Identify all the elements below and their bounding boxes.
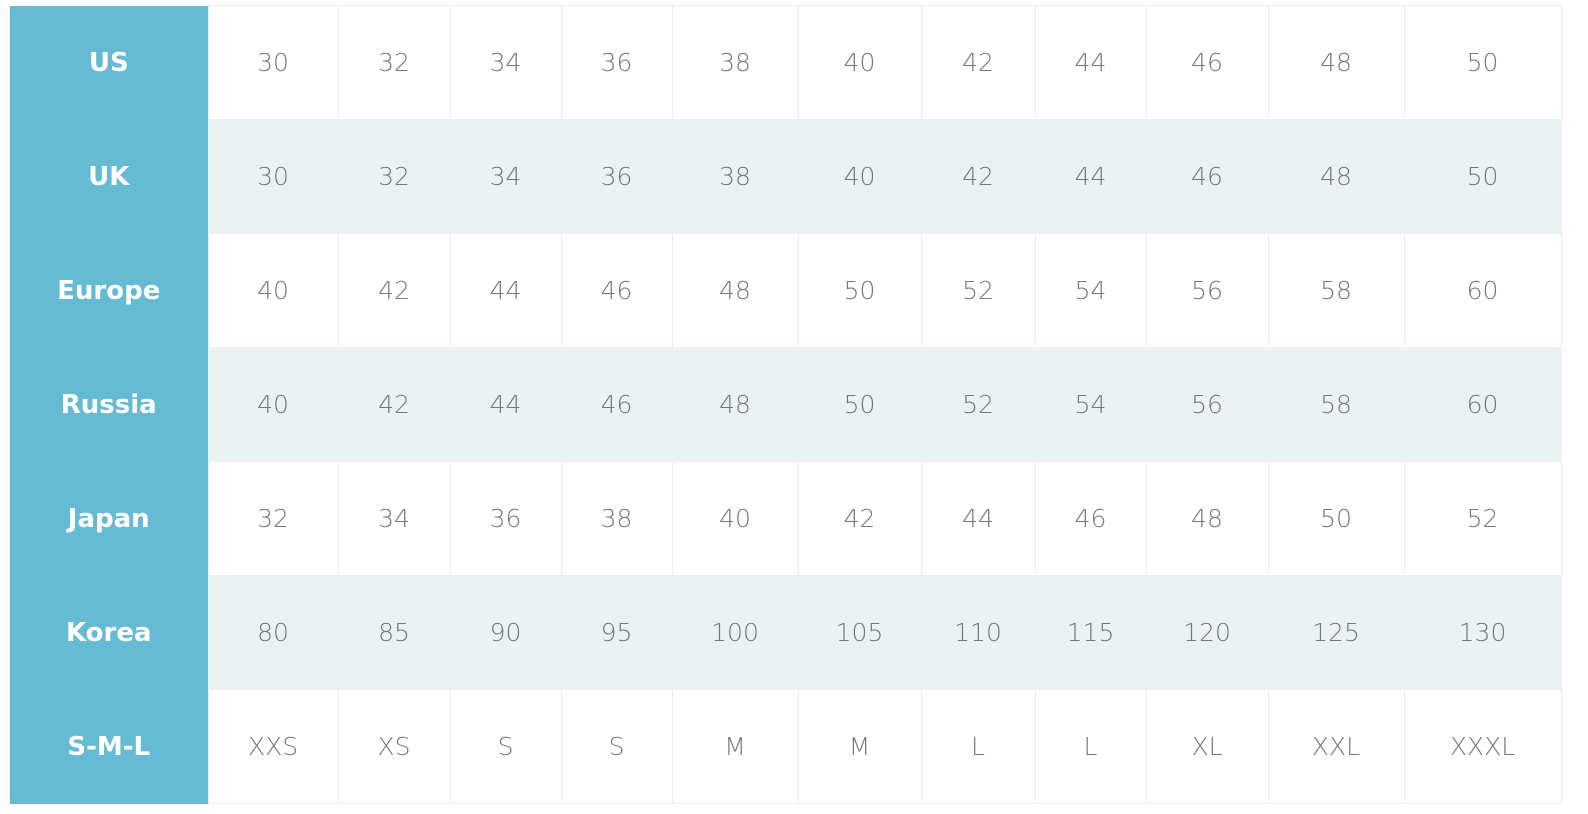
size-cell: 40 [207, 233, 339, 348]
size-cell: 32 [337, 119, 451, 234]
row-header: Korea [10, 575, 208, 690]
size-cell: 36 [560, 119, 673, 234]
size-cell: XS [337, 689, 451, 804]
row-header: US [10, 5, 208, 120]
row-header: S-M-L [10, 689, 208, 804]
size-cell: XL [1145, 689, 1269, 804]
size-cell: XXXL [1403, 689, 1562, 804]
size-cell: 115 [1034, 575, 1147, 690]
size-cell: 40 [797, 5, 922, 120]
size-row-uk: UK 30 32 34 36 38 40 42 44 46 48 50 [10, 119, 1562, 234]
size-cell: 44 [1034, 5, 1147, 120]
size-cell: 36 [449, 461, 562, 576]
size-cell: 48 [1267, 119, 1405, 234]
size-chart-table: US 30 32 34 36 38 40 42 44 46 48 50 UK 30 32 34 36 38 40 42… [10, 5, 1562, 804]
size-cell: 42 [920, 5, 1036, 120]
size-cell: 42 [797, 461, 922, 576]
size-cell: 58 [1267, 233, 1405, 348]
size-cell: 130 [1403, 575, 1562, 690]
size-cell: 50 [1403, 5, 1562, 120]
size-cell: 44 [920, 461, 1036, 576]
size-row-japan: Japan 32 34 36 38 40 42 44 46 48 50 52 [10, 461, 1562, 576]
size-cell: 90 [449, 575, 562, 690]
size-cell: 56 [1145, 233, 1269, 348]
size-cell: 54 [1034, 347, 1147, 462]
size-cell: 50 [797, 233, 922, 348]
size-cell: 40 [671, 461, 799, 576]
size-cell: 48 [1267, 5, 1405, 120]
size-cell: 52 [920, 347, 1036, 462]
size-cell: 46 [1145, 119, 1269, 234]
size-cell: 42 [337, 347, 451, 462]
size-cell: 38 [671, 119, 799, 234]
size-cell: 46 [560, 347, 673, 462]
size-cell: 42 [337, 233, 451, 348]
size-cell: XXL [1267, 689, 1405, 804]
size-cell: 52 [920, 233, 1036, 348]
size-cell: 50 [797, 347, 922, 462]
size-row-us: US 30 32 34 36 38 40 42 44 46 48 50 [10, 5, 1562, 120]
size-cell: 52 [1403, 461, 1562, 576]
size-cell: 110 [920, 575, 1036, 690]
size-cell: 125 [1267, 575, 1405, 690]
size-cell: 105 [797, 575, 922, 690]
size-cell: 48 [1145, 461, 1269, 576]
size-cell: 54 [1034, 233, 1147, 348]
size-cell: 38 [560, 461, 673, 576]
row-header: Japan [10, 461, 208, 576]
size-cell: 30 [207, 119, 339, 234]
size-cell: 46 [1034, 461, 1147, 576]
size-cell: 40 [207, 347, 339, 462]
size-row-europe: Europe 40 42 44 46 48 50 52 54 56 58 60 [10, 233, 1562, 348]
size-cell: 120 [1145, 575, 1269, 690]
size-cell: M [671, 689, 799, 804]
size-cell: 38 [671, 5, 799, 120]
size-cell: 58 [1267, 347, 1405, 462]
row-header: Russia [10, 347, 208, 462]
size-cell: 40 [797, 119, 922, 234]
size-cell: 95 [560, 575, 673, 690]
size-row-korea: Korea 80 85 90 95 100 105 110 115 120 125 130 [10, 575, 1562, 690]
size-cell: 36 [560, 5, 673, 120]
size-cell: 50 [1403, 119, 1562, 234]
size-cell: 44 [449, 233, 562, 348]
size-cell: 34 [449, 119, 562, 234]
size-cell: 42 [920, 119, 1036, 234]
size-cell: 48 [671, 347, 799, 462]
size-cell: XXS [207, 689, 339, 804]
size-cell: 56 [1145, 347, 1269, 462]
size-cell: 32 [337, 5, 451, 120]
size-cell: 60 [1403, 347, 1562, 462]
size-cell: 48 [671, 233, 799, 348]
size-cell: L [920, 689, 1036, 804]
size-cell: 50 [1267, 461, 1405, 576]
size-cell: 44 [449, 347, 562, 462]
size-cell: 34 [337, 461, 451, 576]
size-cell: 44 [1034, 119, 1147, 234]
size-cell: 60 [1403, 233, 1562, 348]
size-cell: 80 [207, 575, 339, 690]
size-cell: M [797, 689, 922, 804]
size-cell: 85 [337, 575, 451, 690]
row-header: UK [10, 119, 208, 234]
size-cell: 46 [1145, 5, 1269, 120]
size-chart-body: US 30 32 34 36 38 40 42 44 46 48 50 UK 30 32 34 36 38 40 42… [10, 5, 1562, 804]
size-cell: 100 [671, 575, 799, 690]
row-header: Europe [10, 233, 208, 348]
size-cell: 30 [207, 5, 339, 120]
size-cell: 32 [207, 461, 339, 576]
size-cell: S [560, 689, 673, 804]
size-row-russia: Russia 40 42 44 46 48 50 52 54 56 58 60 [10, 347, 1562, 462]
size-row-s-m-l: S-M-L XXS XS S S M M L L XL XXL XXXL [10, 689, 1562, 804]
size-cell: 34 [449, 5, 562, 120]
size-cell: S [449, 689, 562, 804]
size-cell: L [1034, 689, 1147, 804]
size-cell: 46 [560, 233, 673, 348]
